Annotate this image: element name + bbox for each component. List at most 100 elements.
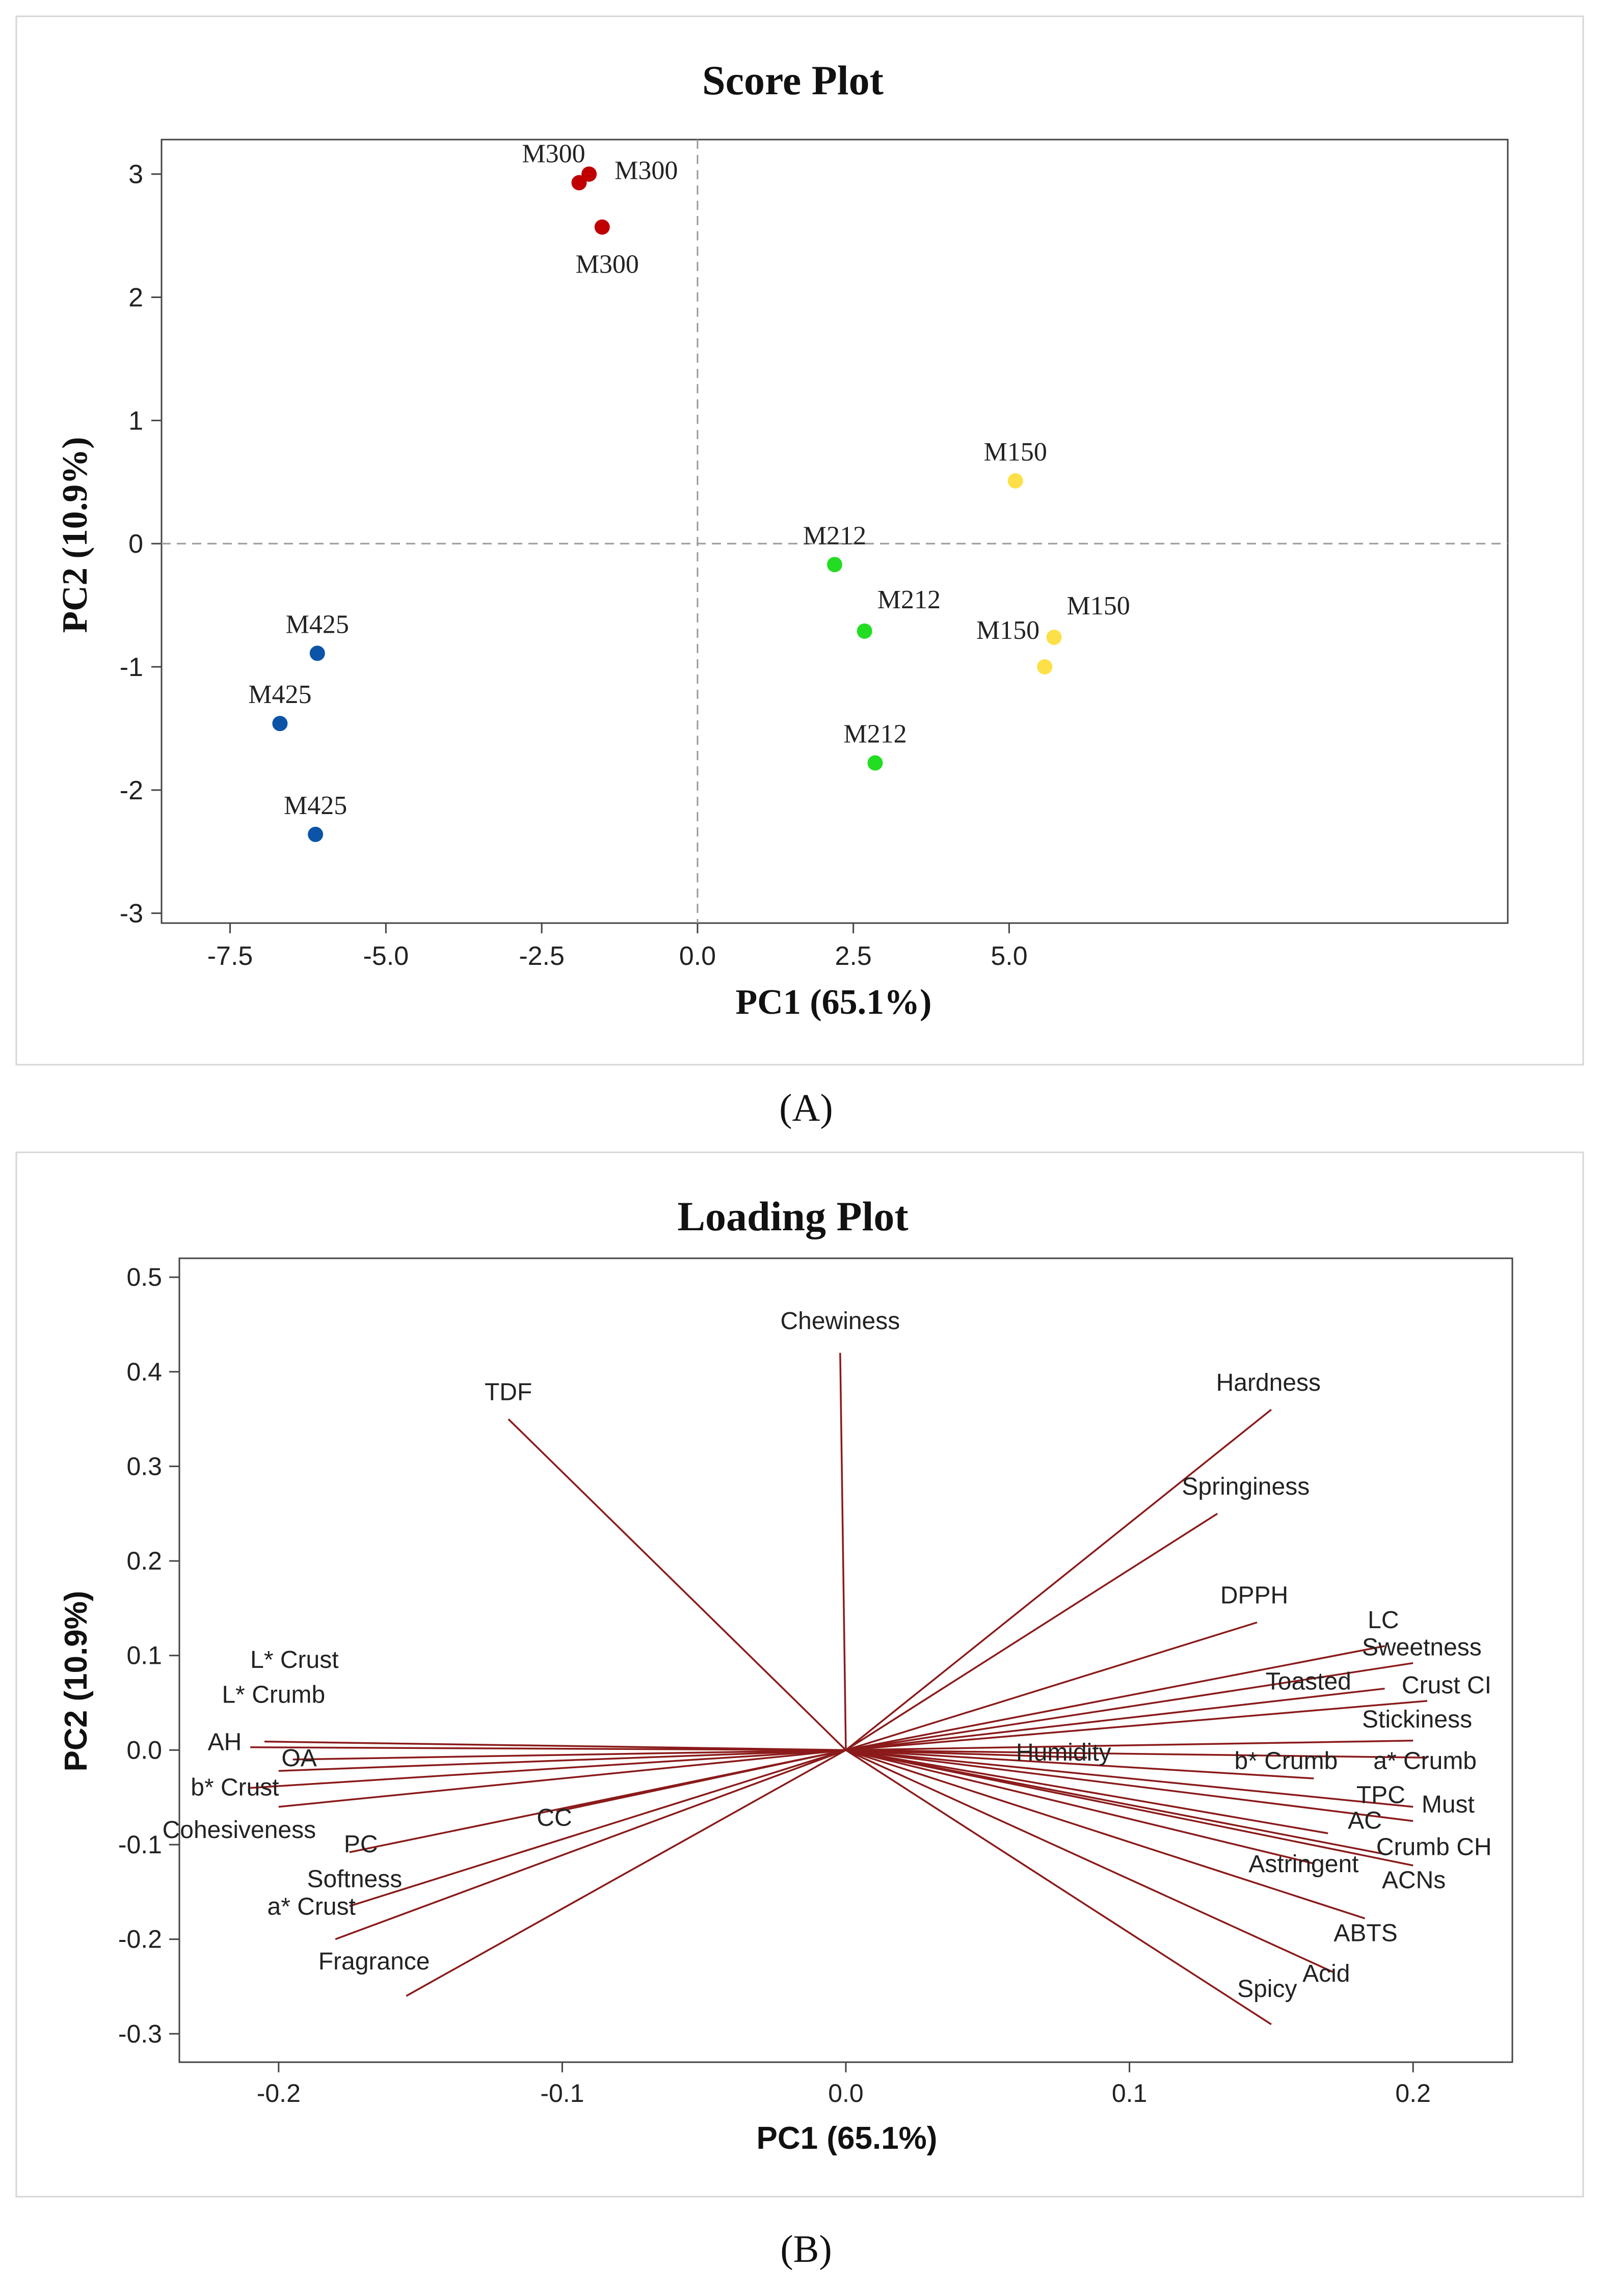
y-tick-label: 0.3 (126, 1452, 162, 1480)
y-tick-label: -0.3 (118, 2019, 162, 2048)
loading-label-must: Must (1422, 1791, 1475, 1818)
point-m425 (308, 826, 324, 842)
x-tick-label: 5.0 (991, 941, 1027, 971)
point-m212 (857, 623, 872, 639)
loading-label-l-crust: L* Crust (250, 1646, 338, 1673)
loading-vector-l-crumb (250, 1746, 846, 1751)
panel-b-ylabel: PC2 (10.9%) (59, 1591, 94, 1772)
y-tick-label: 0.1 (126, 1641, 162, 1670)
panel-a-x-axis: -7.5 -5.0 -2.5 0.0 2.5 5.0 (207, 923, 1028, 971)
point-label-m150: M150 (976, 616, 1039, 645)
point-label-m300: M300 (522, 140, 585, 169)
panel-b-vector-labels: Chewiness TDF Hardness Springiness DPPH LCSwe… (163, 1308, 1492, 2003)
loading-label-oa: OA (281, 1745, 316, 1772)
loading-label-crust-ci: Crust CI (1402, 1672, 1491, 1699)
loading-label-humidity: Humidity (1016, 1739, 1111, 1766)
loading-vector-stickiness (845, 1740, 1413, 1751)
loading-label-acns: ACNs (1382, 1867, 1446, 1894)
loading-label-abts: ABTS (1333, 1920, 1397, 1947)
panel-a-reference-lines (162, 140, 1508, 923)
loading-label-fragrance: Fragrance (318, 1948, 430, 1975)
loading-vector-oa (278, 1749, 846, 1772)
loading-label-pc: PC (344, 1831, 378, 1858)
loading-label-ah: AH (208, 1728, 242, 1755)
point-label-m212: M212 (877, 585, 941, 614)
loading-vector-a-crust (335, 1749, 846, 1940)
loading-label-sweetness: Sweetness (1362, 1634, 1482, 1661)
point-m425 (272, 716, 288, 732)
loading-label-b-crust: b* Crust (191, 1774, 279, 1801)
point-m150 (1046, 629, 1062, 645)
y-tick-label: 0.2 (126, 1547, 162, 1575)
loading-label-softness: Softness (307, 1866, 402, 1893)
y-tick-label: 2 (128, 283, 143, 313)
point-label-m425: M425 (286, 610, 349, 639)
panel-a-xlabel: PC1 (65.1%) (736, 983, 932, 1022)
loading-vector-hardness (845, 1409, 1272, 1751)
point-label-m212: M212 (843, 720, 906, 749)
loading-vector-tpc (845, 1749, 1413, 1808)
point-m425 (309, 645, 325, 661)
point-m300 (581, 166, 597, 182)
y-tick-label: 0 (128, 529, 143, 559)
y-tick-label: -1 (120, 653, 143, 682)
loading-label-ac: AC (1348, 1807, 1382, 1834)
x-tick-label: -7.5 (207, 941, 253, 971)
loading-vector-ah (292, 1749, 846, 1761)
loading-label-a-crust: a* Crust (268, 1893, 356, 1920)
loading-label-cc: CC (537, 1804, 572, 1831)
panel-b-y-axis: -0.3 -0.2 -0.1 0.0 0.1 0.2 0.3 0.4 0.5 (118, 1263, 179, 2048)
loading-vector-a-crumb (845, 1749, 1428, 1759)
loading-vector-lc (845, 1645, 1385, 1751)
loading-label-toasted: Toasted (1266, 1668, 1351, 1695)
loading-label-crumb-ch: Crumb CH (1376, 1833, 1492, 1860)
point-label-m150: M150 (1067, 591, 1130, 620)
loading-label-lc: LC (1368, 1607, 1399, 1634)
point-label-m300: M300 (615, 156, 678, 185)
loading-label-stickiness: Stickiness (1362, 1706, 1472, 1733)
x-tick-label: 0.1 (1112, 2079, 1148, 2108)
x-tick-label: -0.1 (540, 2079, 584, 2108)
loading-vector-ac (845, 1749, 1328, 1834)
y-tick-label: -0.2 (118, 1925, 162, 1954)
y-tick-label: 0.4 (126, 1358, 162, 1386)
loading-label-cohesiveness: Cohesiveness (163, 1817, 316, 1844)
y-tick-label: -2 (120, 776, 143, 805)
loading-vector-fragrance (406, 1749, 846, 1997)
panel-a-ylabel: PC2 (10.9%) (56, 437, 95, 633)
x-tick-label: -0.2 (257, 2079, 301, 2108)
point-label-m150: M150 (984, 438, 1047, 467)
point-label-m425: M425 (284, 791, 347, 820)
loading-label-a-crumb: a* Crumb (1373, 1747, 1477, 1774)
panel-a-title: Score Plot (702, 57, 884, 103)
panel-b-caption: (B) (780, 2228, 832, 2271)
point-m150 (1037, 659, 1053, 675)
loading-vector-dpph (845, 1622, 1258, 1751)
loading-vector-tdf (508, 1418, 847, 1751)
panel-a-plot-area (161, 139, 1509, 924)
x-tick-label: 2.5 (835, 941, 872, 971)
panel-b-frame (15, 1151, 1584, 2198)
loading-vector-toasted (845, 1687, 1385, 1751)
y-tick-label: 0.5 (126, 1263, 162, 1291)
loading-label-hardness: Hardness (1216, 1369, 1321, 1396)
panel-b-vectors (250, 1353, 1428, 2025)
loading-vector-crumb-ch (845, 1749, 1385, 1855)
panel-b-xlabel: PC1 (65.1%) (757, 2121, 938, 2156)
loading-vector-acid (845, 1749, 1335, 1974)
loading-label-acid: Acid (1302, 1960, 1350, 1987)
loading-vector-chewiness (839, 1353, 847, 1750)
loading-label-springiness: Springiness (1182, 1473, 1310, 1500)
loading-label-chewiness: Chewiness (780, 1308, 900, 1335)
loading-label-b-crumb: b* Crumb (1235, 1747, 1338, 1774)
point-label-m212: M212 (803, 521, 866, 550)
loading-vector-abts (845, 1749, 1366, 1920)
loading-label-spicy: Spicy (1237, 1976, 1297, 2003)
loading-label-tpc: TPC (1356, 1781, 1405, 1808)
loading-vector-must (845, 1749, 1413, 1822)
y-tick-label: 0.0 (126, 1736, 162, 1764)
point-m212 (867, 755, 883, 771)
panel-a-y-axis: -3 -2 -1 0 1 2 3 (120, 160, 162, 929)
loading-vector-springiness (845, 1512, 1218, 1751)
